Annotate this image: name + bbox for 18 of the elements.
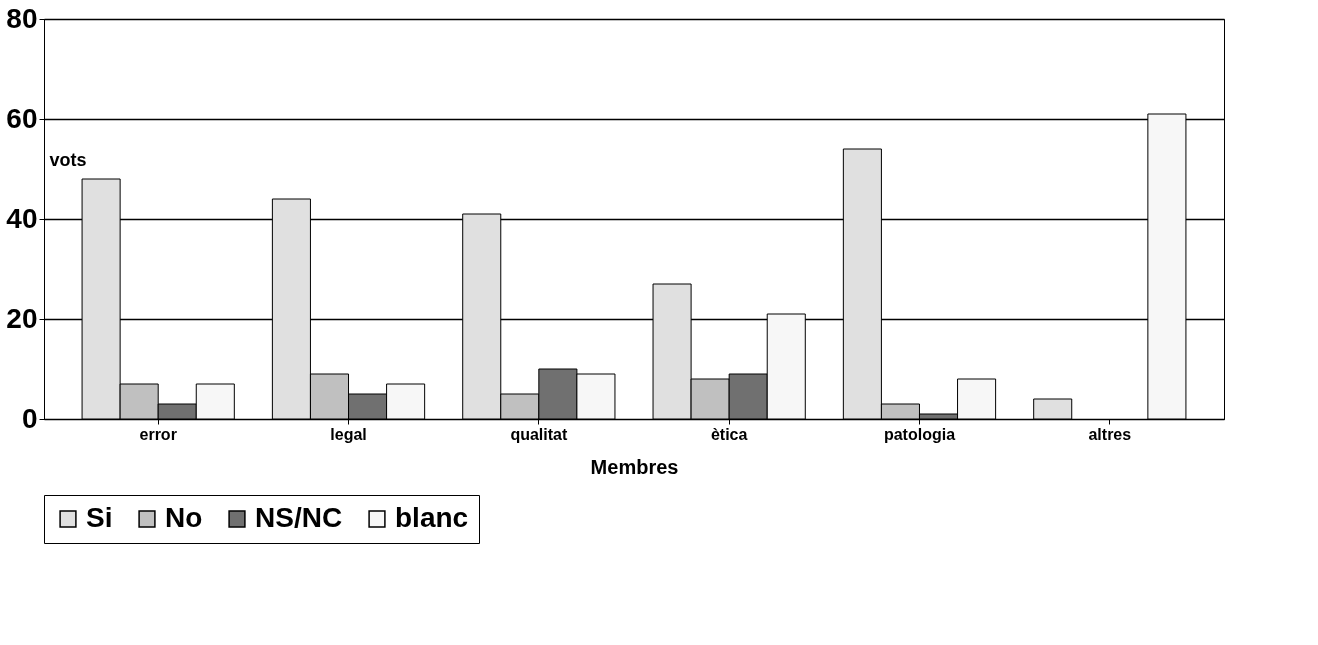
y-tick-label: 20	[6, 302, 38, 334]
legend-label: No	[165, 502, 203, 533]
x-tick-label: patologia	[883, 425, 956, 443]
legend-label: NS/NC	[255, 502, 343, 533]
x-tick-label: altres	[1088, 425, 1132, 443]
bar	[1033, 398, 1073, 420]
y-tick-label: 60	[6, 102, 38, 134]
x-tick-label: qualitat	[510, 425, 568, 443]
y-tick-label: 40	[6, 202, 38, 234]
y-axis-title: vots	[49, 149, 87, 170]
x-tick-label: legal	[330, 425, 367, 443]
x-tick-label: ètica	[710, 425, 748, 443]
x-axis-title: Membres	[590, 455, 679, 478]
x-tick-label: error	[139, 425, 177, 443]
legend-label: blanc	[395, 502, 469, 533]
y-tick-label: 0	[21, 402, 38, 434]
legend-label: Si	[86, 502, 113, 533]
y-tick-label: 80	[6, 2, 38, 34]
